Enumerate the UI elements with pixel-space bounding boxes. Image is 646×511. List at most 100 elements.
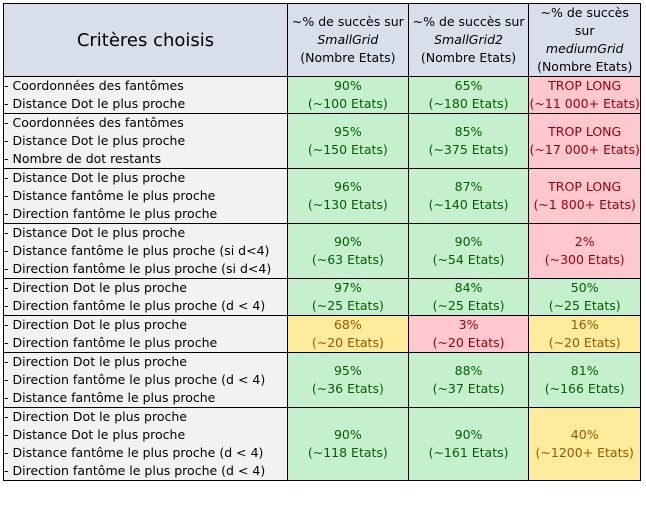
success-rate: 65% [454,78,483,93]
column-header-line1: ~% de succès sur [291,14,404,29]
table-row: - Distance Dot le plus proche - Distance … [3,168,641,224]
table-row: - Direction Dot le plus proche - Directio… [3,352,641,408]
state-count: (~1200+ Etats) [535,445,634,460]
result-cell: 95% (~150 Etats) [287,113,409,169]
state-count: (~54 Etats) [432,252,505,267]
result-cell: 65% (~180 Etats) [407,76,530,114]
state-count: (~25 Etats) [548,298,621,313]
table-row: - Direction Dot le plus proche - Directio… [3,278,641,316]
success-rate: 3% [458,317,479,332]
success-rate: 81% [570,363,599,378]
criteria-line: - Direction fantôme le plus proche [4,206,218,221]
state-count: (~20 Etats) [548,335,621,350]
state-count: (~100 Etats) [307,96,388,111]
criteria-line: - Distance fantôme le plus proche [4,390,216,405]
state-count: (~20 Etats) [311,335,384,350]
criteria-line: - Direction fantôme le plus proche (d < … [4,463,266,478]
criteria-line: - Nombre de dot restants [4,151,162,166]
results-table: Critères choisis ~% de succès sur SmallG… [3,3,641,481]
criteria-cell: - Coordonnées des fantômes - Distance Dot… [3,113,288,169]
state-count: (~118 Etats) [307,445,388,460]
table-row: - Coordonnées des fantômes - Distance Dot… [3,113,641,169]
result-cell: 85% (~375 Etats) [407,113,530,169]
criteria-cell: - Direction Dot le plus proche - Distance… [3,407,288,481]
result-cell: 87% (~140 Etats) [407,168,530,224]
criteria-cell: - Distance Dot le plus proche - Distance … [3,168,288,224]
success-rate: TROP LONG [548,124,622,139]
table-row: - Direction Dot le plus proche - Distance… [3,407,641,481]
state-count: (~140 Etats) [428,197,509,212]
state-count: (~36 Etats) [311,381,384,396]
state-count: (~1 800+ Etats) [533,197,636,212]
criteria-cell: - Direction Dot le plus proche - Directio… [3,352,288,408]
column-header-map: SmallGrid [317,32,379,47]
table-row: - Distance Dot le plus proche - Distance … [3,223,641,279]
state-count: (~375 Etats) [428,142,509,157]
success-rate: 90% [333,234,362,249]
success-rate: 90% [333,78,362,93]
criteria-line: - Distance Dot le plus proche [4,133,186,148]
success-rate: 97% [333,280,362,295]
state-count: (~300 Etats) [544,252,625,267]
success-rate: 2% [574,234,595,249]
column-header-line3: (Nombre Etats) [537,59,633,74]
column-header-mediumgrid: ~% de succès sur mediumGrid (Nombre Etat… [528,3,641,77]
result-cell: 90% (~63 Etats) [287,223,409,279]
criteria-cell: - Direction Dot le plus proche - Directio… [3,315,288,353]
result-cell: 50% (~25 Etats) [528,278,641,316]
criteria-line: - Distance fantôme le plus proche (si d<… [4,243,270,258]
criteria-line: - Direction fantôme le plus proche (d < … [4,372,266,387]
criteria-line: - Direction fantôme le plus proche [4,335,218,350]
success-rate: 95% [333,124,362,139]
criteria-line: - Direction Dot le plus proche [4,280,187,295]
result-cell: 84% (~25 Etats) [407,278,530,316]
column-header-smallgrid: ~% de succès sur SmallGrid (Nombre Etats… [287,3,409,77]
table-row: - Coordonnées des fantômes - Distance Dot… [3,76,641,114]
result-cell: 96% (~130 Etats) [287,168,409,224]
criteria-header: Critères choisis [3,3,288,77]
state-count: (~150 Etats) [307,142,388,157]
success-rate: 90% [454,427,483,442]
criteria-line: - Direction Dot le plus proche [4,409,187,424]
success-rate: TROP LONG [548,78,622,93]
criteria-line: - Direction Dot le plus proche [4,317,187,332]
success-rate: 16% [570,317,599,332]
success-rate: 50% [570,280,599,295]
criteria-line: - Coordonnées des fantômes [4,78,184,93]
success-rate: 90% [333,427,362,442]
result-cell: 88% (~37 Etats) [407,352,530,408]
criteria-line: - Distance Dot le plus proche [4,225,186,240]
result-cell: 81% (~166 Etats) [528,352,641,408]
column-header-line1: ~% de succès sur [412,14,525,29]
state-count: (~180 Etats) [428,96,509,111]
result-cell: 95% (~36 Etats) [287,352,409,408]
result-cell: 90% (~118 Etats) [287,407,409,481]
result-cell: 3% (~20 Etats) [407,315,530,353]
success-rate: 88% [454,363,483,378]
result-cell: 90% (~54 Etats) [407,223,530,279]
success-rate: 40% [570,427,599,442]
result-cell: 97% (~25 Etats) [287,278,409,316]
success-rate: TROP LONG [548,179,622,194]
state-count: (~25 Etats) [432,298,505,313]
criteria-line: - Distance Dot le plus proche [4,427,186,442]
criteria-line: - Direction fantôme le plus proche (si d… [4,261,272,276]
result-cell: TROP LONG (~1 800+ Etats) [528,168,641,224]
criteria-cell: - Direction Dot le plus proche - Directio… [3,278,288,316]
result-cell: TROP LONG (~17 000+ Etats) [528,113,641,169]
success-rate: 90% [454,234,483,249]
success-rate: 68% [333,317,362,332]
column-header-map: SmallGrid2 [434,32,503,47]
column-header-smallgrid2: ~% de succès sur SmallGrid2 (Nombre Etat… [407,3,530,77]
header-row: Critères choisis ~% de succès sur SmallG… [3,3,641,77]
criteria-line: - Distance Dot le plus proche [4,96,186,111]
success-rate: 87% [454,179,483,194]
column-header-map: mediumGrid [545,41,624,56]
table-row: - Direction Dot le plus proche - Directio… [3,315,641,353]
state-count: (~63 Etats) [311,252,384,267]
criteria-line: - Direction Dot le plus proche [4,354,187,369]
success-rate: 84% [454,280,483,295]
criteria-line: - Distance fantôme le plus proche [4,188,216,203]
result-cell: 16% (~20 Etats) [528,315,641,353]
criteria-line: - Distance Dot le plus proche [4,170,186,185]
